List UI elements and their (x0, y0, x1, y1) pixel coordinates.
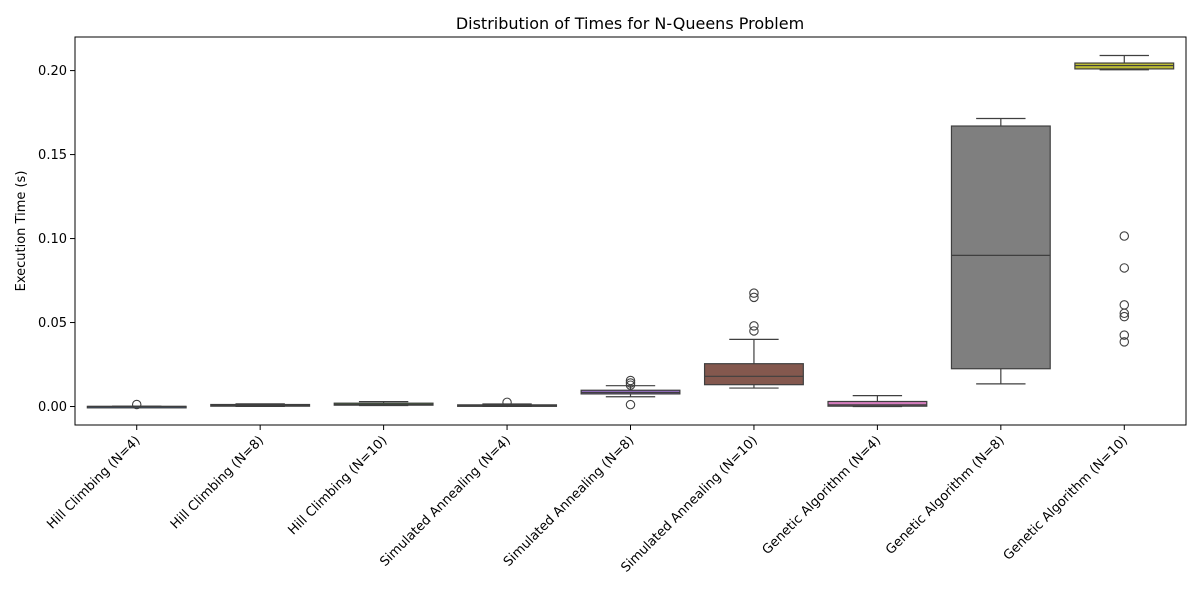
box-iqr (703, 363, 804, 386)
outlier-point (1119, 330, 1130, 340)
x-tick-label: Simulated Annealing (N=4) (377, 433, 514, 570)
y-tick-label: 0.00 (38, 400, 67, 415)
outlier-point (1119, 337, 1130, 347)
x-tick-label: Simulated Annealing (N=8) (501, 433, 638, 570)
boxes-layer (86, 54, 1175, 410)
outlier-point (1119, 263, 1130, 273)
x-tick-label: Hill Climbing (N=8) (168, 433, 267, 532)
plot-frame (74, 36, 1187, 426)
box-group (86, 399, 187, 410)
outlier-point (749, 292, 759, 303)
box-iqr (950, 125, 1051, 370)
box-iqr (827, 400, 928, 407)
outlier-point (1119, 231, 1130, 241)
x-tick-label: Genetic Algorithm (N=8) (883, 433, 1008, 558)
outlier-point (502, 397, 512, 408)
x-axis: Hill Climbing (N=4) Hill Climbing (N=8) Hi… (44, 425, 1131, 576)
box-group (580, 375, 681, 410)
outlier-point (625, 399, 636, 410)
x-tick-label: Genetic Algorithm (N=10) (1001, 433, 1131, 563)
box-group (703, 288, 804, 389)
outlier-point (625, 380, 636, 390)
x-tick-label: Genetic Algorithm (N=4) (760, 433, 885, 558)
x-tick-label: Hill Climbing (N=10) (285, 433, 390, 538)
box-group (1074, 54, 1175, 347)
y-tick-label: 0.05 (38, 316, 67, 331)
y-tick-label: 0.15 (38, 148, 67, 163)
outlier-point (749, 326, 759, 336)
outlier-point (1119, 311, 1130, 322)
outlier-point (749, 321, 759, 331)
box-group (457, 397, 558, 408)
outlier-point (625, 375, 636, 386)
outlier-point (1119, 308, 1130, 319)
outlier-point (749, 288, 759, 298)
chart-title: Distribution of Times for N-Queens Probl… (456, 14, 804, 33)
box-group (827, 395, 928, 408)
outlier-point (1119, 300, 1130, 310)
box-group (210, 403, 311, 407)
y-tick-label: 0.10 (38, 232, 67, 247)
y-axis-label: Execution Time (s) (14, 171, 29, 292)
y-axis: 0.00 0.05 0.10 0.15 0.20 (38, 64, 75, 415)
y-tick-label: 0.20 (38, 64, 67, 79)
box-group (333, 401, 434, 407)
box-group (950, 117, 1051, 385)
x-tick-label: Hill Climbing (N=4) (44, 433, 143, 532)
outlier-point (131, 399, 142, 410)
x-tick-label: Simulated Annealing (N=10) (618, 433, 760, 575)
